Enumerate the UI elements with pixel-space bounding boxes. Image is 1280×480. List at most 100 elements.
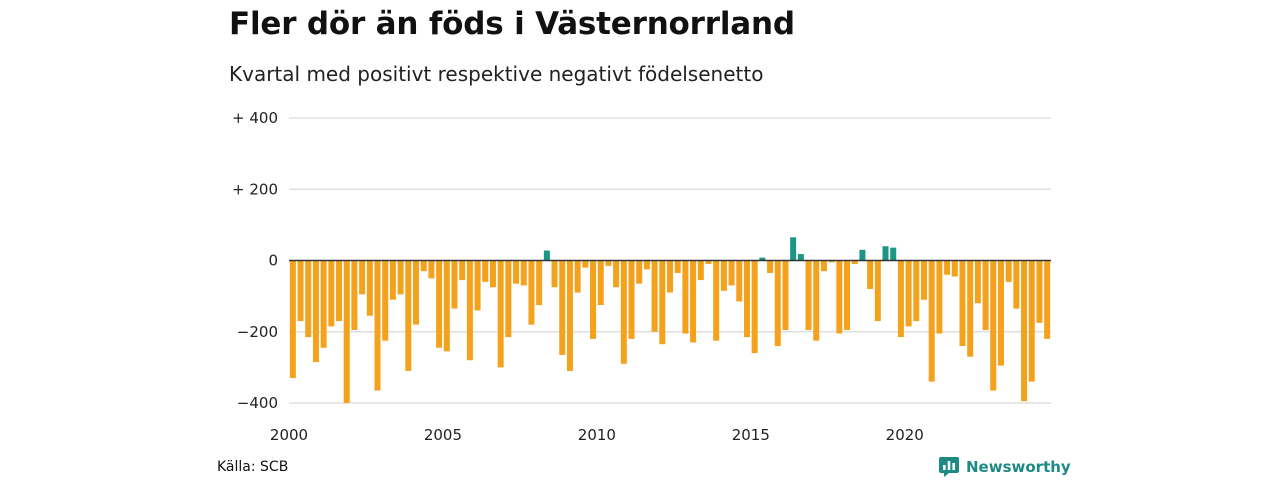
bar-negative: [389, 260, 396, 300]
bar-negative: [459, 260, 466, 281]
bar-negative: [312, 260, 319, 363]
bar-negative: [782, 260, 789, 330]
bar-negative: [320, 260, 327, 348]
bar-negative: [520, 260, 527, 286]
bar-negative: [474, 260, 481, 311]
bar-negative: [497, 260, 504, 368]
y-tick-label: 0: [268, 252, 278, 270]
bar-negative: [1005, 260, 1012, 282]
bar-negative: [343, 260, 350, 403]
brand-name: Newsworthy: [966, 458, 1071, 476]
bar-negative: [374, 260, 381, 391]
brand-logo: Newsworthy: [938, 456, 1071, 478]
bar-negative: [613, 260, 620, 288]
bar-negative: [436, 260, 443, 348]
bar-negative: [528, 260, 535, 325]
bar-negative: [1021, 260, 1028, 402]
bar-negative: [674, 260, 681, 273]
bar-negative: [967, 260, 974, 357]
bar-negative: [551, 260, 558, 288]
bar-negative: [482, 260, 489, 282]
x-tick-label: 2015: [732, 426, 770, 444]
bar-negative: [651, 260, 658, 332]
y-tick-label: + 400: [232, 109, 278, 127]
bar-negative: [636, 260, 643, 284]
bar-negative: [336, 260, 343, 322]
bar-chart-logo-icon: [939, 457, 959, 477]
bar-negative: [805, 260, 812, 330]
bar-negative: [659, 260, 666, 345]
chart-title: Fler dör än föds i Västernorrland: [229, 6, 795, 42]
bar-negative: [297, 260, 304, 322]
bar-negative: [536, 260, 543, 306]
bar-negative: [944, 260, 951, 275]
bar-negative: [767, 260, 774, 273]
bar-positive: [882, 246, 889, 261]
x-tick-label: 2010: [578, 426, 616, 444]
y-tick-label: + 200: [232, 180, 278, 198]
bar-negative: [451, 260, 458, 309]
bar-negative: [574, 260, 581, 293]
x-tick-label: 2000: [270, 426, 308, 444]
bar-negative: [305, 260, 312, 338]
y-tick-label: −200: [237, 323, 278, 341]
bar-negative: [643, 260, 650, 270]
bar-negative: [867, 260, 874, 289]
bar-negative: [959, 260, 966, 346]
bar-negative: [874, 260, 881, 322]
bar-positive: [790, 237, 797, 261]
bar-negative: [620, 260, 627, 364]
bar-negative: [590, 260, 597, 339]
bar-negative: [990, 260, 997, 391]
bar-negative: [951, 260, 958, 277]
x-tick-label: 2005: [424, 426, 462, 444]
bar-negative: [905, 260, 912, 327]
bar-negative: [751, 260, 758, 354]
bar-positive: [890, 247, 897, 261]
bar-negative: [697, 260, 704, 281]
bar-negative: [713, 260, 720, 341]
bar-negative: [682, 260, 689, 334]
bar-negative: [405, 260, 412, 371]
bar-negative: [936, 260, 943, 334]
bar-negative: [413, 260, 419, 325]
bar-negative: [359, 260, 366, 295]
bar-negative: [605, 260, 612, 266]
x-tick-label: 2020: [886, 426, 924, 444]
bar-negative: [382, 260, 389, 341]
bar-negative: [774, 260, 781, 346]
bar-negative: [1036, 260, 1043, 323]
bar-negative: [828, 260, 835, 263]
bar-negative: [690, 260, 697, 343]
bar-negative: [743, 260, 750, 338]
bar-negative: [820, 260, 827, 272]
bar-negative: [582, 260, 589, 268]
bar-negative: [566, 260, 573, 371]
bar-negative: [897, 260, 904, 338]
bar-negative: [982, 260, 989, 330]
bar-negative: [428, 260, 435, 279]
bar-negative: [667, 260, 673, 293]
source-note: Källa: SCB: [217, 459, 289, 475]
bar-positive: [759, 257, 766, 261]
bar-positive: [543, 250, 550, 261]
bar-negative: [836, 260, 843, 334]
bar-negative: [489, 260, 496, 288]
bar-negative: [844, 260, 851, 330]
chart-subtitle: Kvartal med positivt respektive negativt…: [229, 62, 764, 86]
bar-negative: [813, 260, 820, 341]
bar-negative: [505, 260, 512, 338]
bar-negative: [1013, 260, 1020, 309]
bar-negative: [851, 260, 858, 265]
bar-negative: [728, 260, 735, 286]
bar-positive: [797, 254, 804, 261]
bar-negative: [974, 260, 981, 304]
bar-negative: [597, 260, 604, 306]
bar-negative: [921, 260, 927, 300]
bar-positive: [859, 249, 866, 261]
bar-negative: [366, 260, 373, 316]
bar-negative: [705, 260, 712, 265]
bar-negative: [443, 260, 450, 352]
bar-negative: [559, 260, 566, 355]
bar-negative: [351, 260, 358, 330]
